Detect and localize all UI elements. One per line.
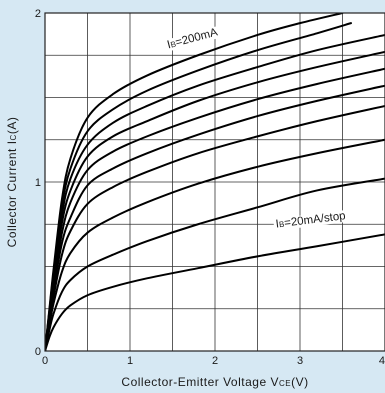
curve-1 — [45, 233, 385, 351]
x-tick-label: 2 — [212, 355, 218, 367]
y-axis-label: Collector Current IC(A) — [5, 117, 19, 248]
curve-family — [45, 13, 385, 351]
curve-4 — [45, 104, 385, 351]
y-tick-label: 0 — [35, 346, 41, 358]
x-tick-label: 0 — [42, 355, 48, 367]
x-axis-label: Collector-Emitter Voltage VCE(V) — [121, 375, 308, 389]
x-tick-labels: 0 1 2 3 4 — [42, 355, 385, 367]
curve-3 — [45, 138, 385, 351]
y-tick-label: 1 — [35, 177, 41, 189]
curve-2 — [45, 177, 385, 351]
x-tick-label: 3 — [297, 355, 303, 367]
y-tick-labels: 0 1 2 — [35, 8, 41, 358]
curve-10 — [45, 13, 344, 351]
y-tick-label: 2 — [35, 8, 41, 20]
x-tick-label: 4 — [379, 355, 385, 367]
x-tick-label: 1 — [127, 355, 133, 367]
plot-frame — [44, 12, 385, 352]
